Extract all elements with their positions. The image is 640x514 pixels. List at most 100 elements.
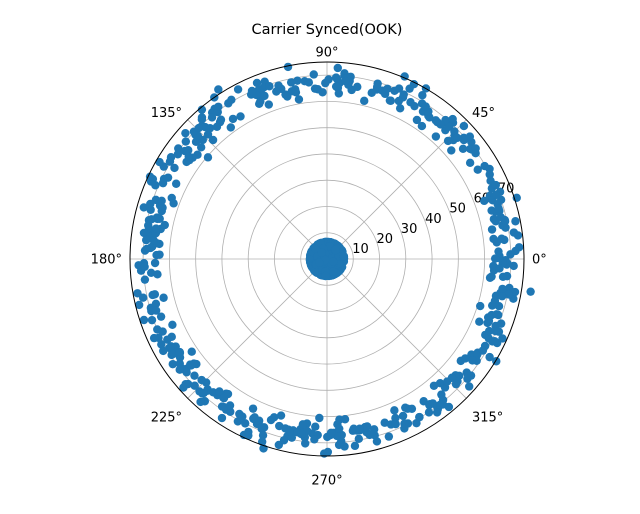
scatter-point [160, 220, 169, 230]
scatter-point [497, 292, 507, 301]
scatter-point [354, 434, 364, 444]
r-tick-label-30: 30 [401, 222, 418, 237]
theta-tick-label-90: 90° [315, 46, 338, 61]
scatter-point [340, 415, 350, 424]
scatter-point [339, 251, 349, 261]
scatter-point [285, 427, 295, 436]
scatter-point [276, 411, 286, 420]
scatter-point [476, 301, 485, 311]
scatter-point [390, 406, 399, 415]
theta-tick-label-225: 225° [151, 411, 182, 426]
scatter-point [257, 422, 266, 432]
scatter-point [498, 334, 507, 343]
scatter-point [400, 424, 409, 433]
scatter-point [203, 130, 213, 139]
scatter-point [331, 82, 341, 91]
scatter-point [488, 301, 497, 310]
scatter-point [146, 199, 155, 209]
scatter-point [212, 122, 222, 132]
theta-tick-label-270: 270° [311, 474, 342, 489]
scatter-point [468, 356, 477, 365]
grid-spoke-45 [326, 119, 467, 260]
scatter-point [429, 381, 439, 390]
scatter-point [334, 440, 344, 450]
scatter-point [407, 404, 417, 414]
scatter-point [497, 234, 506, 243]
scatter-point [409, 80, 419, 89]
scatter-point [199, 388, 209, 398]
scatter-point [432, 408, 442, 417]
scatter-point [203, 153, 213, 162]
scatter-point [424, 408, 434, 417]
scatter-point [465, 382, 474, 391]
scatter-point [157, 196, 166, 206]
scatter-point [197, 113, 207, 122]
scatter-point [241, 419, 250, 428]
scatter-point [194, 123, 203, 133]
scatter-point [291, 88, 301, 97]
scatter-point [462, 368, 471, 377]
angular-tick-labels: 0° 45° 90° 135° 180° 225° 270° 315° [91, 46, 547, 489]
scatter-point [313, 85, 322, 94]
scatter-point [298, 420, 308, 429]
scatter-point [165, 157, 175, 166]
scatter-point [315, 413, 324, 423]
scatter-point [410, 101, 419, 111]
scatter-points [133, 62, 535, 458]
scatter-point [133, 289, 142, 298]
scatter-point [168, 359, 177, 369]
scatter-point [217, 413, 227, 423]
scatter-point [526, 287, 535, 296]
scatter-point [196, 143, 206, 152]
scatter-point [498, 284, 507, 294]
scatter-point [484, 326, 494, 336]
scatter-point [442, 377, 452, 386]
scatter-point [463, 374, 472, 383]
scatter-point [140, 262, 149, 271]
scatter-point [394, 96, 404, 106]
scatter-point [425, 400, 434, 410]
scatter-point [168, 320, 177, 329]
scatter-point [171, 179, 181, 188]
scatter-point [451, 379, 461, 389]
scatter-point [511, 246, 520, 256]
scatter-point [146, 268, 156, 277]
scatter-point [200, 122, 210, 132]
scatter-point [328, 267, 338, 277]
scatter-point [372, 437, 382, 446]
scatter-point [360, 96, 369, 106]
scatter-point [385, 96, 395, 105]
scatter-point [148, 290, 157, 300]
scatter-point [173, 150, 183, 159]
scatter-point [175, 365, 184, 374]
scatter-point [142, 235, 151, 245]
scatter-point [150, 258, 160, 268]
scatter-point [260, 91, 269, 101]
scatter-point [504, 290, 513, 299]
scatter-point [258, 431, 268, 440]
scatter-point [353, 82, 362, 92]
scatter-point [293, 76, 302, 85]
scatter-point [272, 87, 281, 96]
scatter-point [509, 261, 518, 271]
scatter-point [219, 393, 229, 403]
scatter-point [421, 102, 430, 111]
scatter-point [487, 225, 497, 234]
radial-tick-labels: 10203040506070 [352, 182, 514, 257]
scatter-point [197, 375, 206, 385]
scatter-point [155, 250, 164, 259]
scatter-point [475, 317, 484, 326]
scatter-point [184, 146, 193, 155]
scatter-point [228, 114, 238, 124]
scatter-point [331, 73, 341, 82]
scatter-point [301, 439, 310, 448]
scatter-point [139, 315, 149, 325]
scatter-point [233, 85, 243, 94]
scatter-point [190, 381, 199, 390]
scatter-point [395, 104, 405, 113]
scatter-point [412, 115, 422, 125]
scatter-point [436, 120, 445, 129]
scatter-point [496, 213, 506, 222]
scatter-point [417, 121, 427, 131]
scatter-point [244, 431, 253, 440]
